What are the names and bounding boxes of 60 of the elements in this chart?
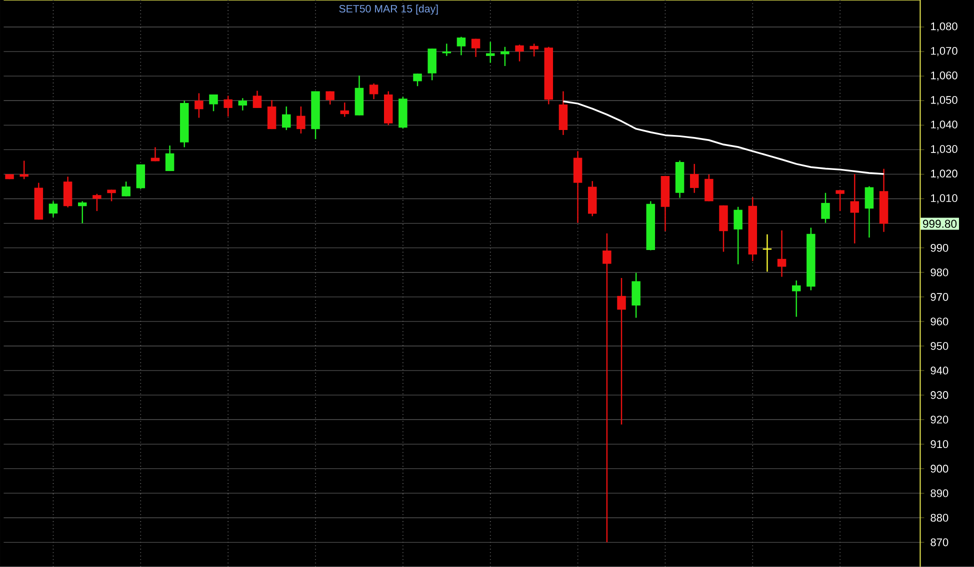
y-tick-label: 1,060 (931, 72, 958, 81)
y-tick-label: 980 (930, 268, 948, 276)
line-series (562, 100, 885, 175)
candlestick (78, 200, 87, 224)
text: 999.80 (922, 220, 957, 228)
candlestick (369, 82, 378, 100)
candlestick (690, 163, 699, 194)
y-tick-label: 1,010 (931, 194, 958, 204)
y-tick-label: 920 (930, 416, 948, 424)
y-tick-label: 910 (930, 440, 948, 448)
candlestick (792, 280, 801, 318)
y-tick-label: 1,080 (931, 22, 958, 32)
candlestick (530, 43, 538, 58)
candlestick (48, 200, 58, 218)
candlestick (20, 160, 28, 180)
y-tick-label: 960 (930, 318, 948, 326)
y-tick-label: 990 (930, 244, 948, 252)
candlestick (836, 190, 844, 212)
candlestick (777, 230, 786, 278)
candlestick (864, 186, 874, 238)
y-tick-label: 900 (930, 464, 948, 473)
candlestick (486, 41, 495, 64)
candlestick (734, 206, 742, 265)
y-tick-label: 890 (930, 489, 948, 498)
y-tick-label: 1,030 (931, 145, 958, 154)
candlestick (136, 164, 146, 190)
y-tick-label: 950 (930, 342, 948, 350)
candlestick (267, 100, 276, 130)
candlestick (821, 192, 830, 224)
y-tick-label: 880 (930, 514, 948, 522)
candlestick (456, 36, 466, 56)
y-tick-label: 930 (930, 391, 948, 400)
candlestick (92, 193, 102, 212)
y-tick-label: 1,020 (931, 170, 958, 179)
candlestick (515, 44, 524, 62)
y-tick-label: 870 (930, 538, 948, 546)
candlestick (224, 95, 232, 118)
candlestick (850, 173, 860, 244)
candlestick (107, 189, 116, 202)
candlestick (238, 98, 248, 112)
candlestick (413, 73, 422, 87)
candlestick (340, 102, 350, 118)
candlestick (704, 174, 714, 202)
y-tick-label: 1,040 (931, 120, 958, 130)
candlestick (252, 90, 262, 109)
y-tick-label: 1,050 (931, 96, 958, 106)
candlestick (296, 106, 306, 134)
y-tick-label: 940 (930, 366, 948, 375)
candlestick (165, 144, 174, 172)
candlestick (326, 90, 334, 106)
candlestick (282, 106, 291, 131)
candlestick (194, 92, 204, 118)
candlestick (209, 94, 218, 112)
candlestick (471, 38, 480, 58)
y-tick-label: 970 (930, 293, 948, 301)
candlestick (602, 232, 612, 543)
candlestick (617, 278, 626, 426)
candlestick (122, 181, 130, 197)
chart-title: SET50 MAR 15 [day] (339, 4, 438, 15)
y-tick-label: 1,070 (931, 47, 958, 56)
